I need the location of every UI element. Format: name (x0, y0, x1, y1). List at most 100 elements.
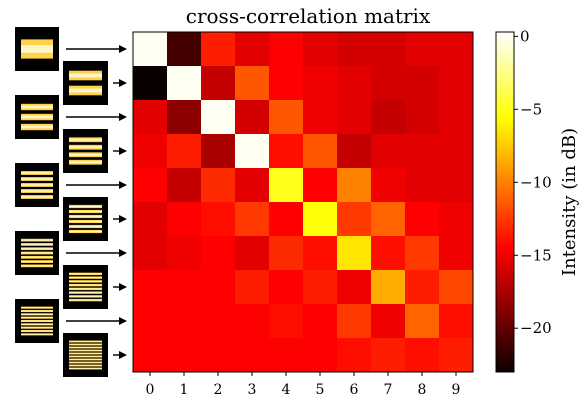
stripe-thumbnail (15, 299, 59, 343)
heatmap-cell (269, 236, 304, 271)
heatmap-cell (167, 32, 202, 67)
heatmap-cell (337, 236, 372, 271)
stripe-thumbnail (15, 231, 59, 275)
input-thumbnails (15, 27, 108, 377)
heatmap-cell (303, 202, 338, 237)
heatmap-cell (235, 338, 270, 373)
heatmap-cell (235, 66, 270, 101)
heatmap-cell (405, 134, 440, 169)
colorbar: 0 −5 −10 −15 −20 Intensity (in dB) (495, 27, 580, 373)
heatmap-cell (439, 134, 474, 169)
colorbar-tick-label: −15 (520, 246, 552, 264)
x-tick-label: 8 (418, 382, 427, 398)
heatmap-cell (439, 236, 474, 271)
heatmap-cell (133, 202, 168, 237)
heatmap-cell (303, 100, 338, 135)
heatmap-cell (439, 168, 474, 203)
heatmap-cell (303, 304, 338, 339)
stripe-thumbnail (63, 61, 108, 105)
heatmap-cell (371, 270, 406, 305)
heatmap-cell (371, 202, 406, 237)
x-tick-label: 6 (350, 382, 359, 398)
heatmap-cell (337, 168, 372, 203)
heatmap-cell (337, 202, 372, 237)
heatmap-cell (201, 270, 236, 305)
heatmap-cell (337, 32, 372, 67)
heatmap-cell (133, 66, 168, 101)
arrow-head (119, 249, 127, 257)
heatmap-cell (201, 134, 236, 169)
heatmap-cell (235, 100, 270, 135)
x-tick-label: 7 (384, 382, 393, 398)
arrow-head (119, 215, 127, 223)
colorbar-label: Intensity (in dB) (559, 128, 580, 276)
heatmap-cell (133, 270, 168, 305)
heatmap-cell (405, 304, 440, 339)
stripe-thumbnail (63, 197, 108, 241)
heatmap-cell (303, 236, 338, 271)
heatmap-cell (439, 32, 474, 67)
arrow-head (119, 351, 127, 359)
heatmap-cell (167, 236, 202, 271)
heatmap-cell (371, 338, 406, 373)
heatmap-cell (269, 270, 304, 305)
heatmap-cell (303, 168, 338, 203)
heatmap-cell (371, 304, 406, 339)
heatmap-cell (405, 270, 440, 305)
heatmap-cell (167, 304, 202, 339)
x-tick-label: 2 (214, 382, 223, 398)
colorbar-ticks: 0 −5 −10 −15 −20 (514, 27, 552, 337)
heatmap-cell (133, 134, 168, 169)
colorbar-tick-label: 0 (520, 27, 530, 45)
heatmap-cell (337, 338, 372, 373)
heatmap-cell (303, 134, 338, 169)
x-tick-label: 5 (316, 382, 325, 398)
arrow-head (119, 113, 127, 121)
arrow-head (119, 147, 127, 155)
heatmap-cell (235, 32, 270, 67)
heatmap-cell (303, 270, 338, 305)
heatmap-cell (405, 236, 440, 271)
heatmap-cell (167, 100, 202, 135)
heatmap-cell (405, 202, 440, 237)
heatmap-cell (303, 32, 338, 67)
heatmap-cell (371, 168, 406, 203)
heatmap-cell (269, 304, 304, 339)
heatmap-cell (269, 338, 304, 373)
heatmap-cell (201, 32, 236, 67)
colorbar-tick-label: −10 (520, 173, 552, 191)
heatmap-cell (201, 338, 236, 373)
arrows (66, 45, 127, 359)
heatmap-cell (133, 304, 168, 339)
heatmap-cell (405, 66, 440, 101)
heatmap-cell (439, 66, 474, 101)
x-tick-label: 4 (282, 382, 291, 398)
x-tick-label: 9 (452, 382, 461, 398)
heatmap-cell (235, 270, 270, 305)
heatmap-cell (133, 338, 168, 373)
heatmap-cell (201, 202, 236, 237)
heatmap-cell (235, 134, 270, 169)
heatmap-cell (235, 202, 270, 237)
arrow-head (119, 79, 127, 87)
heatmap-cell (405, 32, 440, 67)
heatmap-cell (439, 304, 474, 339)
heatmap-cell (405, 168, 440, 203)
x-tick-label: 1 (180, 382, 189, 398)
colorbar-tick-label: −20 (520, 319, 552, 337)
heatmap-cell (337, 100, 372, 135)
heatmap-cell (235, 168, 270, 203)
heatmap-cell (269, 202, 304, 237)
heatmap-cell (167, 168, 202, 203)
heatmap-cell (269, 168, 304, 203)
stripe-thumbnail (63, 129, 108, 173)
heatmap-cell (201, 304, 236, 339)
heatmap-cell (439, 202, 474, 237)
heatmap-cell (303, 338, 338, 373)
heatmap-cell (337, 66, 372, 101)
heatmap-cell (439, 270, 474, 305)
heatmap-cell (337, 304, 372, 339)
x-tick-label: 0 (146, 382, 155, 398)
stripe-thumbnail (15, 163, 59, 207)
